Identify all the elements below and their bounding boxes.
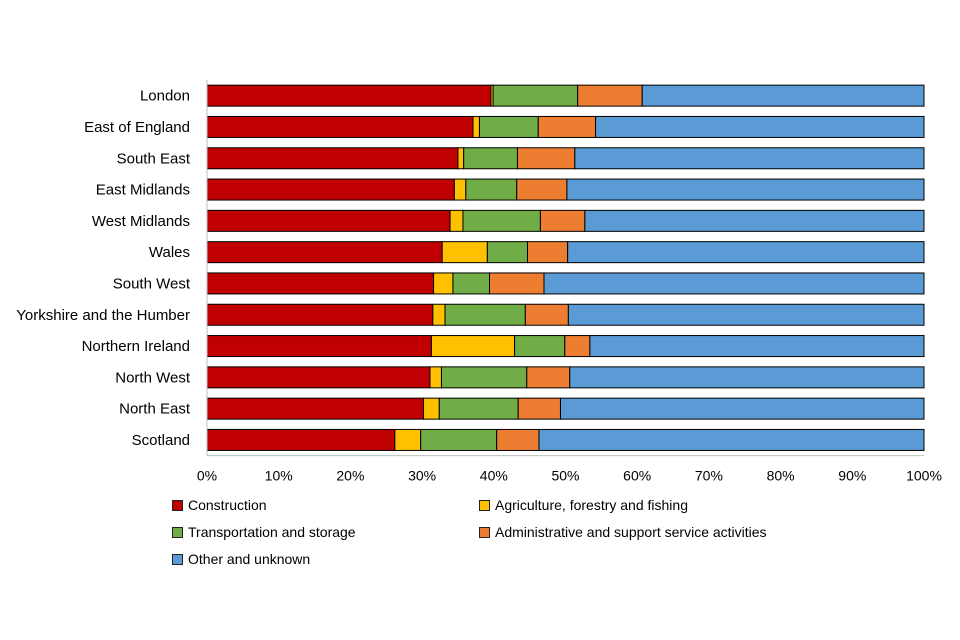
bar-segment-5-1: [206, 209, 451, 232]
x-tick-label: 40%: [480, 468, 508, 484]
x-tick-label: 30%: [408, 468, 436, 484]
legend-swatch: [172, 526, 183, 538]
legend-label: Agriculture, forestry and fishing: [495, 497, 688, 513]
x-tick-label: 10%: [265, 468, 293, 484]
x-tick-label: 90%: [838, 468, 866, 484]
bar-segment-1-3: [492, 84, 579, 107]
bar-segment-11-2: [423, 397, 440, 420]
bar-segment-6-2: [441, 241, 488, 264]
bar-segment-7-3: [452, 272, 490, 295]
legend-label: Other and unknown: [188, 551, 311, 567]
category-label: South West: [113, 275, 191, 292]
bar-segment-5-4: [539, 209, 586, 232]
bar-segment-9-5: [589, 335, 925, 358]
bar-segment-2-4: [537, 115, 597, 138]
legend-swatch: [172, 499, 183, 511]
bar-segment-4-2: [453, 178, 467, 201]
category-label: London: [140, 88, 190, 105]
bar-segment-10-4: [526, 366, 571, 389]
bar-segment-10-1: [206, 366, 431, 389]
bar-segment-12-1: [206, 428, 396, 451]
legend-item: Administrative and support service activ…: [479, 524, 767, 540]
bar-segment-8-4: [524, 303, 569, 326]
bar-segment-2-3: [478, 115, 539, 138]
legend-item: Transportation and storage: [172, 524, 356, 540]
bar-segment-5-5: [584, 209, 925, 232]
bar-segment-2-1: [206, 115, 474, 138]
category-label: North West: [115, 369, 191, 386]
category-label: Wales: [149, 244, 190, 261]
bar-segment-5-2: [449, 209, 464, 232]
category-label: East Midlands: [96, 182, 190, 199]
bar-segment-12-3: [420, 428, 498, 451]
bar-segment-11-1: [206, 397, 425, 420]
bar-segment-4-5: [566, 178, 925, 201]
legend-label: Administrative and support service activ…: [495, 524, 767, 540]
x-tick-label: 20%: [336, 468, 364, 484]
bar-segment-10-5: [569, 366, 925, 389]
bar-segment-11-5: [559, 397, 925, 420]
bar-segment-6-5: [567, 241, 925, 264]
bar-segment-11-4: [517, 397, 561, 420]
category-label: South East: [117, 150, 191, 167]
x-tick-label: 0%: [197, 468, 217, 484]
legend-item: Construction: [172, 497, 267, 513]
bar-segment-9-1: [206, 335, 432, 358]
bar-segment-10-2: [429, 366, 442, 389]
bar-segment-3-1: [206, 147, 459, 170]
legend-item: Other and unknown: [172, 551, 310, 567]
bar-segment-1-4: [577, 84, 643, 107]
category-label: East of England: [84, 119, 190, 136]
bar-segment-8-5: [567, 303, 925, 326]
bar-segment-9-2: [430, 335, 516, 358]
bar-segment-1-1: [206, 84, 492, 107]
bar-segment-4-4: [516, 178, 568, 201]
x-tick-label: 100%: [906, 468, 942, 484]
bar-segment-12-5: [538, 428, 925, 451]
category-label: North East: [119, 401, 191, 418]
bar-segment-6-4: [527, 241, 569, 264]
legend-item: Agriculture, forestry and fishing: [479, 497, 688, 513]
bar-segment-8-2: [432, 303, 446, 326]
bar-segment-9-3: [514, 335, 566, 358]
legend-label: Construction: [188, 497, 267, 513]
bar-segment-1-5: [641, 84, 925, 107]
bar-segment-2-2: [472, 115, 480, 138]
legend-swatch: [479, 499, 490, 511]
bar-segment-7-2: [433, 272, 454, 295]
category-label: Northern Ireland: [82, 338, 190, 355]
bar-segment-3-4: [516, 147, 576, 170]
category-label: West Midlands: [92, 213, 190, 230]
bar-segment-2-5: [595, 115, 925, 138]
bar-segment-3-3: [463, 147, 518, 170]
legend-label: Transportation and storage: [188, 524, 356, 540]
bar-segment-10-3: [440, 366, 528, 389]
x-tick-label: 60%: [623, 468, 651, 484]
bar-segment-5-3: [462, 209, 541, 232]
category-label: Yorkshire and the Humber: [16, 307, 190, 324]
bar-segment-8-3: [444, 303, 526, 326]
bar-segment-7-1: [206, 272, 435, 295]
bar-segment-8-1: [206, 303, 434, 326]
x-tick-label: 70%: [695, 468, 723, 484]
legend-swatch: [479, 526, 490, 538]
bar-segment-6-3: [486, 241, 529, 264]
bar-segment-3-2: [457, 147, 465, 170]
bar-segment-6-1: [206, 241, 443, 264]
bar-segment-7-5: [543, 272, 925, 295]
bar-segment-9-4: [564, 335, 591, 358]
bar-segment-3-5: [574, 147, 925, 170]
bar-segment-4-1: [206, 178, 455, 201]
x-tick-label: 80%: [767, 468, 795, 484]
x-tick-label: 50%: [551, 468, 579, 484]
bar-segment-12-2: [394, 428, 422, 451]
legend-swatch: [172, 553, 183, 565]
bar-segment-12-4: [496, 428, 540, 451]
bar-segment-4-3: [465, 178, 518, 201]
bar-segment-11-3: [438, 397, 519, 420]
category-label: Scotland: [132, 432, 190, 449]
bar-segment-7-4: [489, 272, 545, 295]
